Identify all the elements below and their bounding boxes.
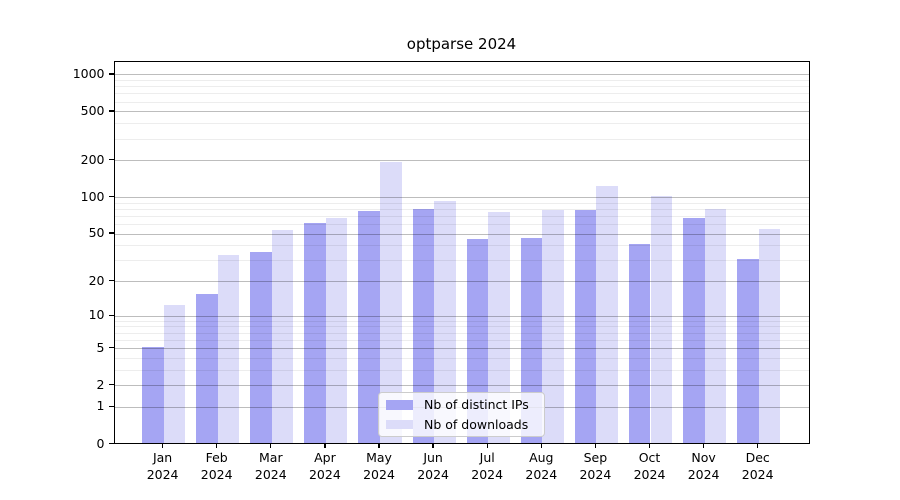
- bar-nb-of-downloads-mar-2024: [271, 230, 294, 443]
- bar-nb-of-distinct-ips-may-2024: [358, 210, 380, 443]
- y-tick-label: 10: [88, 307, 105, 323]
- minor-gridline: [114, 138, 809, 140]
- x-tick-label: Nov 2024: [687, 450, 720, 482]
- bar-nb-of-distinct-ips-oct-2024: [628, 243, 651, 443]
- bar-nb-of-distinct-ips-feb-2024: [196, 294, 218, 443]
- x-tick-label: Oct 2024: [633, 450, 666, 482]
- minor-gridline: [114, 369, 809, 371]
- y-tick-label: 5: [96, 339, 105, 355]
- bar-nb-of-downloads-apr-2024: [325, 218, 348, 443]
- bar-nb-of-downloads-oct-2024: [650, 195, 673, 443]
- x-tick-label: Apr 2024: [308, 450, 341, 482]
- x-tick-mark: [757, 443, 759, 448]
- minor-gridline: [114, 320, 809, 322]
- legend-label: Nb of distinct IPs: [424, 397, 529, 413]
- x-tick-label: Aug 2024: [525, 450, 558, 482]
- y-tick-label: 1000: [72, 65, 105, 81]
- x-tick-mark: [486, 443, 488, 448]
- bar-nb-of-downloads-feb-2024: [217, 255, 240, 443]
- y-tick-label: 1: [96, 398, 105, 414]
- x-tick-mark: [432, 443, 434, 448]
- chart-title: optparse 2024: [406, 35, 517, 53]
- bar-nb-of-downloads-sep-2024: [596, 185, 618, 443]
- legend: Nb of distinct IPs Nb of downloads: [378, 392, 545, 437]
- minor-gridline: [114, 80, 809, 81]
- minor-gridline: [114, 245, 809, 247]
- major-gridline: [114, 111, 809, 113]
- minor-gridline: [114, 123, 809, 125]
- plot-area: [113, 61, 810, 444]
- major-gridline: [114, 315, 809, 317]
- minor-gridline: [114, 326, 809, 328]
- x-tick-mark: [540, 443, 542, 448]
- major-gridline: [114, 348, 809, 350]
- x-tick-label: Dec 2024: [741, 450, 774, 482]
- x-tick-mark: [161, 443, 164, 448]
- bar-nb-of-distinct-ips-jan-2024: [142, 346, 164, 443]
- x-tick-mark: [324, 443, 326, 448]
- x-tick-label: Jul 2024: [471, 450, 504, 482]
- y-tick-label: 2: [96, 376, 105, 392]
- minor-gridline: [114, 224, 809, 226]
- x-tick-mark: [702, 443, 705, 448]
- legend-label: Nb of downloads: [424, 416, 529, 432]
- y-tick-label: 100: [80, 188, 105, 204]
- bar-nb-of-distinct-ips-apr-2024: [304, 222, 326, 443]
- y-tick-label: 500: [80, 102, 105, 118]
- minor-gridline: [114, 357, 809, 359]
- y-tick-label: 50: [88, 225, 105, 241]
- minor-gridline: [114, 202, 809, 204]
- minor-gridline: [114, 332, 809, 334]
- legend-row-nb-of-distinct-ips: Nb of distinct IPs: [386, 397, 544, 412]
- major-gridline: [114, 281, 809, 283]
- minor-gridline: [114, 215, 809, 217]
- minor-gridline: [114, 93, 809, 95]
- major-gridline: [114, 74, 809, 76]
- bar-nb-of-downloads-nov-2024: [704, 209, 727, 443]
- x-tick-label: Sep 2024: [579, 450, 612, 482]
- bar-nb-of-downloads-jan-2024: [163, 305, 186, 443]
- x-tick-label: Jan 2024: [146, 450, 179, 482]
- minor-gridline: [114, 101, 809, 103]
- x-tick-mark: [216, 443, 218, 448]
- x-tick-mark: [378, 443, 380, 448]
- legend-swatch-nb-of-distinct-ips: [386, 400, 413, 410]
- bar-nb-of-distinct-ips-dec-2024: [737, 258, 759, 443]
- y-tick-label: 200: [80, 151, 105, 167]
- y-tick-label: 0: [96, 435, 105, 451]
- legend-swatch-nb-of-downloads: [386, 419, 413, 429]
- minor-gridline: [114, 339, 809, 341]
- bar-nb-of-downloads-dec-2024: [758, 229, 781, 443]
- major-gridline: [114, 197, 809, 199]
- bar-nb-of-distinct-ips-nov-2024: [683, 218, 705, 443]
- major-gridline: [114, 385, 809, 387]
- x-tick-label: Jun 2024: [417, 450, 449, 482]
- minor-gridline: [114, 86, 809, 88]
- grid-layer: [114, 62, 809, 443]
- x-tick-label: Mar 2024: [254, 450, 287, 482]
- major-gridline: [114, 233, 809, 235]
- minor-gridline: [114, 260, 809, 262]
- minor-gridline: [114, 208, 809, 210]
- x-tick-mark: [270, 443, 272, 448]
- bar-nb-of-distinct-ips-sep-2024: [574, 210, 597, 443]
- x-tick-label: May 2024: [363, 450, 395, 482]
- bar-nb-of-distinct-ips-mar-2024: [250, 252, 272, 443]
- x-tick-mark: [594, 443, 597, 448]
- y-tick-label: 20: [88, 272, 105, 288]
- legend-row-nb-of-downloads: Nb of downloads: [386, 417, 544, 432]
- x-tick-label: Feb 2024: [200, 450, 233, 482]
- x-tick-mark: [648, 443, 651, 448]
- bars-layer: [115, 62, 810, 443]
- bar-nb-of-downloads-aug-2024: [542, 210, 564, 443]
- major-gridline: [114, 160, 809, 162]
